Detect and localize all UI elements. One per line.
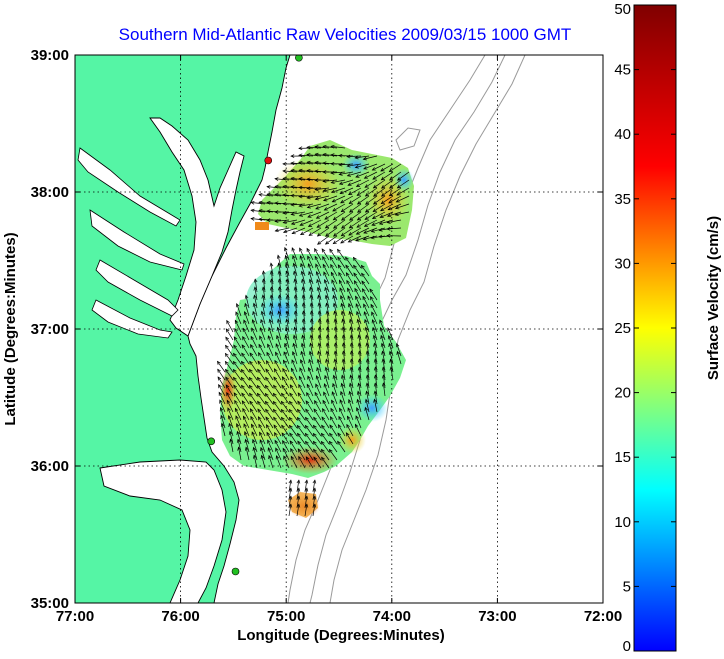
station-marker [295,55,303,62]
colorbar-tick-label: 20 [614,385,631,402]
map-grid [75,55,603,603]
x-tick-label: 77:00 [56,608,94,625]
x-axis: 77:00 76:00 75:00 74:00 73:00 72:00 [56,55,622,625]
colorbar-tick-label: 15 [614,449,631,466]
y-tick-label: 39:00 [31,47,69,64]
colorbar-tick-label: 0 [623,638,631,655]
map-plot-area [75,55,603,603]
x-tick-label: 74:00 [373,608,411,625]
colorbar-tick-label: 45 [614,62,631,79]
station-marker [207,437,216,446]
x-tick-label: 72:00 [584,608,622,625]
station-marker [231,567,240,576]
x-tick-label: 73:00 [478,608,516,625]
y-tick-label: 38:00 [31,184,69,201]
colorbar-label: Surface Velocity (cm/s) [705,216,722,380]
x-tick-label: 75:00 [267,608,305,625]
pamlico-sound [99,459,227,603]
station-marker [264,156,273,165]
velocity-vectors [217,144,410,517]
x-axis-label: Longitude (Degrees:Minutes) [237,627,445,644]
colorbar-tick-label: 25 [614,320,631,337]
colorbar: 0 5 10 15 20 25 30 35 40 45 50 Surface Velocity (c… [614,1,722,655]
colorbar-tick-label: 35 [614,191,631,208]
colorbar-tick-label: 30 [614,255,631,272]
colorbar-gradient [633,4,677,652]
y-tick-label: 37:00 [31,321,69,338]
figure-title: Southern Mid-Atlantic Raw Velocities 200… [119,25,572,44]
colorbar-tick-label: 10 [614,514,631,531]
colorbar-tick-label: 40 [614,126,631,143]
chesapeake-bay [149,117,245,337]
y-tick-label: 36:00 [31,458,69,475]
colorbar-tick-label: 50 [614,1,631,18]
x-tick-label: 76:00 [161,608,199,625]
y-axis-label: Latitude (Degrees:Minutes) [2,232,19,425]
radar-stations [207,55,303,576]
colorbar-tick-label: 5 [623,578,631,595]
y-tick-label: 35:00 [31,595,69,612]
y-axis: 35:00 36:00 37:00 38:00 39:00 [31,47,603,612]
